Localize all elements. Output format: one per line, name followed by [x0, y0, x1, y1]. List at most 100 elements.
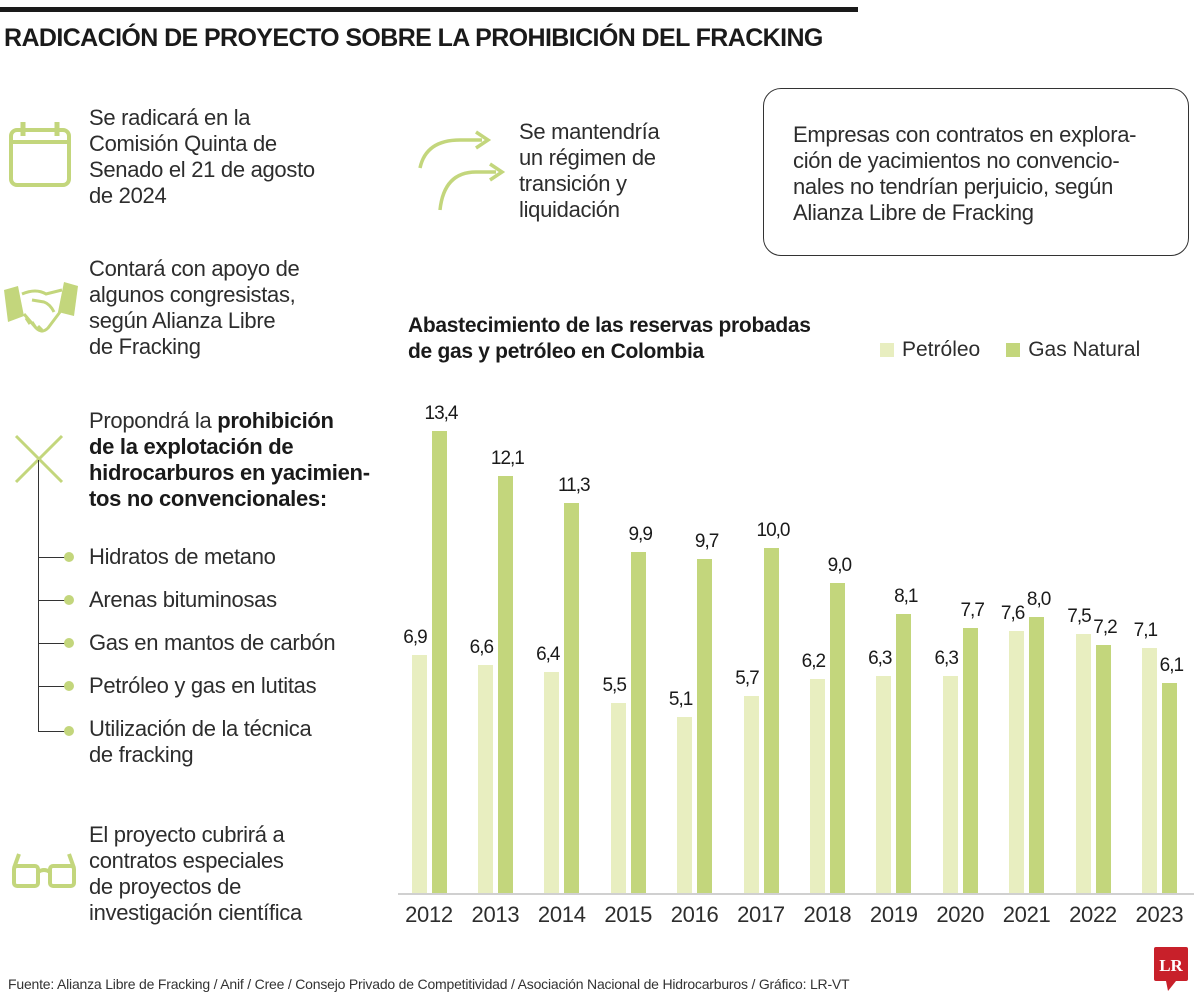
bar-gas-2023 — [1161, 682, 1177, 893]
x-tick-label: 2019 — [869, 902, 918, 927]
line: Empresas con contratos en explora- — [793, 122, 1137, 147]
chart-title-line: Abastecimiento de las reservas probadas — [408, 314, 811, 337]
calendar-icon — [9, 122, 71, 187]
x-tick-label: 2013 — [471, 902, 520, 927]
bar-petroleo-2018 — [809, 679, 825, 893]
line: Senado el 21 de agosto — [89, 157, 315, 182]
x-tick-label: 2018 — [803, 902, 852, 927]
handshake-icon — [4, 282, 78, 333]
bullet-icon — [64, 681, 74, 691]
line: ción de yacimientos no convencio- — [793, 148, 1120, 173]
bar-petroleo-2016 — [677, 717, 693, 893]
value-label: 7,2 — [1093, 616, 1117, 638]
bullet-icon — [64, 595, 74, 605]
bar-petroleo-2013 — [477, 665, 493, 893]
legend-swatch — [880, 343, 894, 357]
bar-gas-2017 — [763, 548, 779, 893]
value-label: 10,0 — [756, 520, 791, 542]
value-label: 8,1 — [894, 585, 918, 607]
value-label: 5,5 — [602, 675, 626, 697]
line: Se mantendría — [519, 119, 660, 144]
line: de fracking — [89, 742, 194, 767]
bar-gas-2019 — [896, 613, 912, 893]
bar-petroleo-2019 — [876, 675, 892, 893]
tree-line — [38, 460, 39, 732]
value-label: 7,7 — [960, 599, 984, 621]
bar-petroleo-2020 — [942, 675, 958, 893]
chart-title: Abastecimiento de las reservas probadas … — [408, 313, 811, 365]
line: Propondrá la — [89, 408, 218, 433]
info-box: Empresas con contratos en explora- ción … — [763, 88, 1189, 256]
x-tick-label: 2022 — [1069, 902, 1117, 927]
bar-gas-2015 — [630, 551, 646, 893]
line: Utilización de la técnica — [89, 716, 312, 741]
value-label: 6,9 — [403, 627, 427, 649]
bar-petroleo-2014 — [544, 672, 560, 893]
value-label: 5,1 — [668, 689, 693, 711]
point-prohibicion: Propondrá la prohibición de la explotaci… — [89, 408, 370, 512]
list-item: Arenas bituminosas — [89, 587, 277, 612]
point-radicacion: Se radicará en la Comisión Quinta de Sen… — [89, 105, 315, 209]
x-tick-label: 2021 — [1002, 902, 1051, 927]
bar-petroleo-2017 — [743, 696, 759, 893]
x-tick-label: 2015 — [604, 902, 653, 927]
value-label: 6,3 — [868, 647, 892, 669]
list-item: Utilización de la técnica de fracking — [89, 716, 312, 768]
value-label: 9,9 — [628, 523, 652, 545]
value-label: 8,0 — [1026, 589, 1051, 611]
top-rule — [0, 7, 858, 12]
line-bold: prohibición — [217, 408, 334, 433]
point-transicion: Se mantendría un régimen de transición y… — [519, 119, 660, 223]
bullet-icon — [64, 552, 74, 562]
bar-gas-2022 — [1095, 644, 1111, 893]
x-tick-label: 2023 — [1135, 902, 1184, 927]
bar-gas-2014 — [564, 503, 580, 893]
value-label: 7,6 — [1000, 602, 1025, 624]
source-footer: Fuente: Alianza Libre de Fracking / Anif… — [8, 976, 850, 992]
line: de proyectos de — [89, 874, 242, 899]
bullet-icon — [64, 726, 74, 736]
list-item: Petróleo y gas en lutitas — [89, 673, 317, 698]
bar-petroleo-2021 — [1009, 630, 1025, 893]
line: transición y — [519, 171, 627, 196]
value-label: 7,1 — [1133, 620, 1158, 642]
x-tick-label: 2014 — [537, 902, 586, 927]
line: algunos congresistas, — [89, 282, 296, 307]
bullet-icon — [64, 638, 74, 648]
point-apoyo: Contará con apoyo de algunos congresista… — [89, 256, 300, 360]
line: El proyecto cubrirá a — [89, 822, 285, 847]
value-label: 6,6 — [469, 637, 494, 659]
line: liquidación — [519, 197, 620, 222]
bar-petroleo-2023 — [1141, 648, 1157, 893]
value-label: 6,1 — [1159, 654, 1184, 676]
line: Comisión Quinta de — [89, 131, 277, 156]
tree-branch — [38, 557, 65, 558]
value-label: 6,2 — [801, 651, 826, 673]
legend-item-petroleo: Petróleo — [880, 338, 980, 362]
tree-branch — [38, 643, 65, 644]
value-label: 13,4 — [424, 403, 459, 424]
line: investigación científica — [89, 900, 302, 925]
x-tick-label: 2017 — [737, 902, 785, 927]
x-tick-label: 2012 — [405, 902, 453, 927]
list-item: Gas en mantos de carbón — [89, 630, 336, 655]
line: Se radicará en la — [89, 105, 251, 130]
chart-title-line: de gas y petróleo en Colombia — [408, 340, 704, 363]
x-tick-label: 2016 — [670, 902, 719, 927]
line: un régimen de — [519, 145, 656, 170]
line: según Alianza Libre — [89, 308, 276, 333]
x-tick-label: 2020 — [936, 902, 985, 927]
point-contratos: El proyecto cubrirá a contratos especial… — [89, 822, 302, 926]
bar-petroleo-2012 — [411, 655, 427, 893]
line-bold: hidrocarburos en yacimien- — [89, 460, 370, 485]
tree-branch — [38, 731, 65, 732]
bar-gas-2016 — [697, 558, 713, 893]
lr-logo: LR — [1154, 947, 1188, 991]
line: Alianza Libre de Fracking — [793, 200, 1034, 225]
arrows-icon — [418, 130, 506, 211]
legend-item-gas: Gas Natural — [1006, 338, 1140, 362]
list-item: Hidratos de metano — [89, 544, 276, 569]
value-label: 12,1 — [490, 447, 525, 469]
svg-text:LR: LR — [1159, 956, 1183, 975]
value-label: 9,0 — [827, 554, 852, 576]
